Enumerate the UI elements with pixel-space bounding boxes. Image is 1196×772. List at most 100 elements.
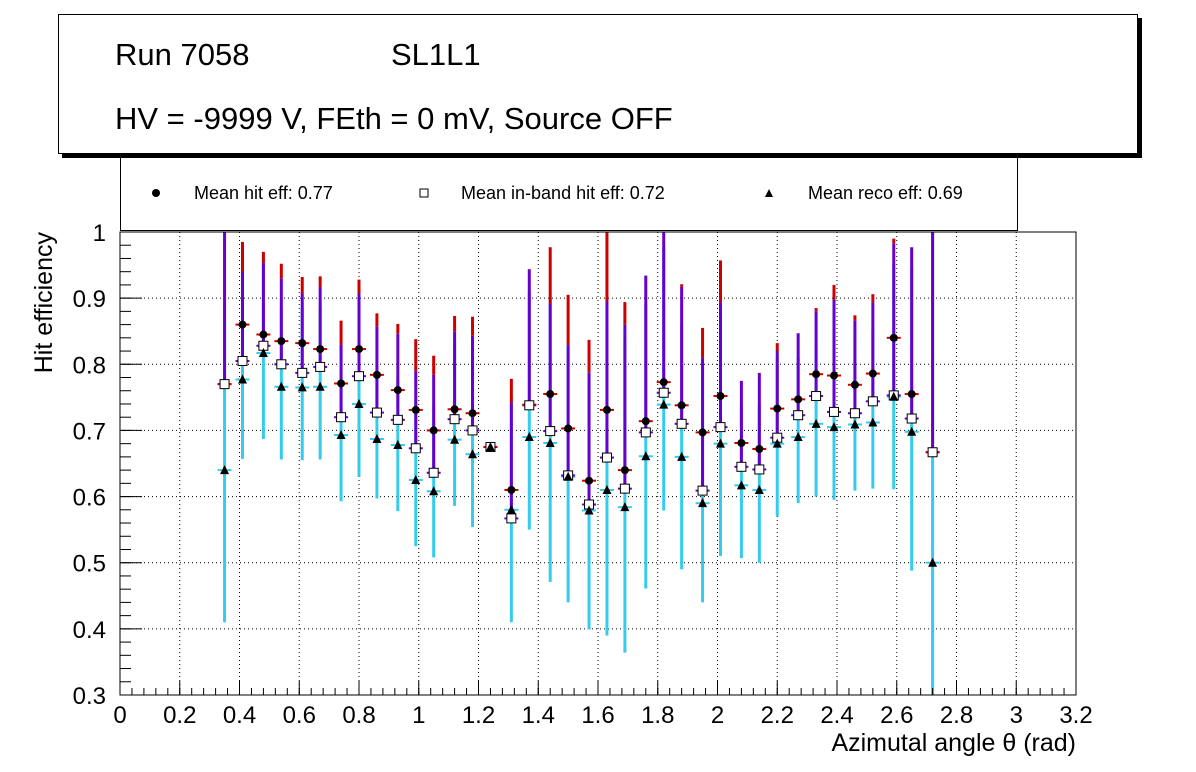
y-tick-label: 0.7 bbox=[73, 418, 106, 445]
reco-point bbox=[754, 484, 764, 494]
legend-triangle-marker bbox=[765, 189, 773, 197]
x-tick-label: 0.4 bbox=[223, 702, 256, 729]
reco-point bbox=[868, 417, 878, 427]
reco-point bbox=[850, 419, 860, 429]
inband-point bbox=[601, 452, 612, 463]
hit-point bbox=[468, 409, 477, 418]
y-axis-label: Hit efficiency bbox=[30, 232, 58, 374]
y-tick-label: 1 bbox=[93, 220, 106, 247]
inband-point bbox=[619, 483, 630, 494]
reco-point bbox=[506, 504, 516, 514]
hit-point bbox=[411, 405, 420, 414]
x-tick-label: 2.2 bbox=[761, 702, 794, 729]
reco-point bbox=[258, 348, 268, 358]
x-tick-label: 0.8 bbox=[342, 702, 375, 729]
legend-circle-marker bbox=[152, 189, 160, 197]
legend-hit-label: Mean hit eff: 0.77 bbox=[194, 183, 333, 203]
inband-point bbox=[793, 410, 804, 421]
x-tick-label: 1 bbox=[412, 702, 425, 729]
error-bar-layer bbox=[217, 232, 940, 695]
reco-point bbox=[772, 438, 782, 448]
inband-point bbox=[697, 485, 708, 496]
y-tick-label: 0.4 bbox=[73, 617, 106, 644]
hit-point bbox=[450, 405, 459, 414]
hit-point bbox=[602, 405, 611, 414]
hit-point bbox=[794, 395, 803, 404]
inband-point bbox=[297, 367, 308, 378]
hit-point bbox=[259, 330, 268, 339]
hit-point bbox=[337, 379, 346, 388]
reco-point bbox=[889, 391, 899, 401]
y-tick-label: 0.3 bbox=[73, 683, 106, 710]
inband-point bbox=[849, 408, 860, 419]
reco-point bbox=[641, 451, 651, 461]
reco-point bbox=[450, 434, 460, 444]
title-box: Run 7058 SL1L1 HV = -9999 V, FEth = 0 mV… bbox=[58, 14, 1138, 154]
legend-square-marker bbox=[419, 188, 429, 198]
reco-point bbox=[563, 471, 573, 481]
hit-point bbox=[316, 345, 325, 354]
inband-point bbox=[276, 359, 287, 370]
hit-point bbox=[889, 333, 898, 342]
hit-point bbox=[755, 444, 764, 453]
reco-point bbox=[354, 398, 364, 408]
hit-point bbox=[698, 428, 707, 437]
reco-point bbox=[276, 381, 286, 391]
inband-point bbox=[371, 407, 382, 418]
legend-reco-label: Mean reco eff: 0.69 bbox=[808, 183, 963, 203]
hit-point bbox=[620, 466, 629, 475]
reco-point bbox=[928, 557, 938, 567]
inband-point bbox=[237, 355, 248, 366]
inband-point bbox=[736, 461, 747, 472]
hit-point bbox=[298, 339, 307, 348]
reco-point bbox=[545, 437, 555, 447]
inband-point bbox=[336, 412, 347, 423]
reco-point bbox=[297, 382, 307, 392]
conditions-label: HV = -9999 V, FEth = 0 mV, Source OFF bbox=[115, 101, 673, 136]
reco-point bbox=[524, 432, 534, 442]
x-tick-label: 3 bbox=[1010, 702, 1023, 729]
hit-point bbox=[659, 378, 668, 387]
reco-point bbox=[602, 484, 612, 494]
hit-point bbox=[546, 390, 555, 399]
axis-layer: 0 0.2 0.4 0.6 0.8 1 1.2 1.4 1.6 1.8 2 2.2 2.4 2.6 2.8 3… bbox=[73, 220, 1093, 729]
reco-point bbox=[677, 451, 687, 461]
inband-point bbox=[449, 414, 460, 425]
reco-point bbox=[336, 430, 346, 440]
inband-point bbox=[354, 371, 364, 382]
inband-point bbox=[676, 418, 687, 429]
layer-label: SL1L1 bbox=[391, 37, 481, 72]
hit-point bbox=[564, 424, 573, 433]
marker-layer bbox=[219, 320, 938, 567]
x-tick-label: 3.2 bbox=[1059, 702, 1092, 729]
reco-point bbox=[372, 434, 382, 444]
reco-point bbox=[793, 432, 803, 442]
hit-point bbox=[868, 369, 877, 378]
x-tick-label: 1.8 bbox=[641, 702, 674, 729]
hit-point bbox=[641, 417, 650, 426]
reco-point bbox=[829, 422, 839, 432]
y-tick-label: 0.6 bbox=[73, 485, 106, 512]
reco-point bbox=[220, 465, 230, 475]
x-tick-label: 2.4 bbox=[820, 702, 853, 729]
hit-point bbox=[737, 438, 746, 447]
hit-point bbox=[830, 371, 839, 380]
x-axis-label: Azimutal angle θ (rad) bbox=[831, 729, 1076, 757]
legend-markers bbox=[152, 188, 773, 198]
hit-point bbox=[812, 370, 821, 379]
x-tick-label: 1.4 bbox=[522, 702, 555, 729]
x-tick-label: 1.6 bbox=[581, 702, 614, 729]
hit-point bbox=[507, 485, 516, 494]
reco-point bbox=[715, 438, 725, 448]
inband-point bbox=[658, 387, 669, 398]
y-tick-label: 0.9 bbox=[73, 286, 106, 313]
reco-point bbox=[393, 439, 403, 449]
inband-point bbox=[428, 467, 439, 478]
reco-point bbox=[468, 449, 478, 459]
hit-point bbox=[773, 404, 782, 413]
inband-point bbox=[811, 391, 822, 402]
reco-point bbox=[411, 475, 421, 485]
hit-point bbox=[585, 476, 594, 485]
inband-point bbox=[392, 414, 403, 425]
